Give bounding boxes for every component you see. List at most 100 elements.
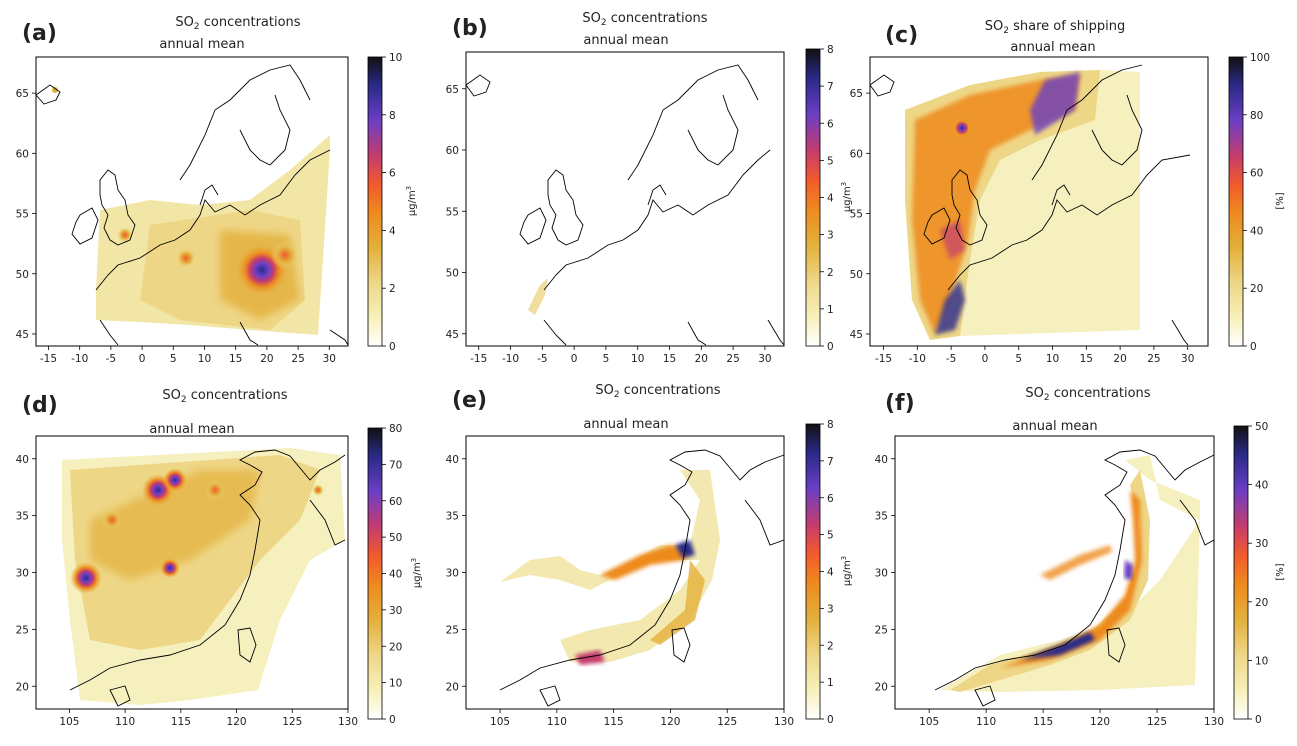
x-tick-label: -5 [537,353,547,365]
colorbar-tick-label: 30 [1255,538,1268,550]
colorbar-tick-label: 80 [1250,110,1263,122]
x-tick-label: 25 [1147,353,1160,365]
x-tick-label: 130 [774,716,794,728]
x-tick-label: -10 [502,353,519,365]
x-tick-label: -15 [875,353,892,365]
y-tick-label: 40 [446,454,459,466]
colorbar-tick-label: 2 [827,267,834,279]
panel-title: SO2 concentrations [1025,386,1150,403]
panel-title: SO2 concentrations [582,11,707,28]
x-tick-label: 15 [229,353,242,365]
map-field [940,455,1200,692]
x-tick-label: 30 [323,353,336,365]
colorbar-tick-label: 5 [827,530,834,542]
colorbar-tick-label: 6 [389,168,396,180]
colorbar-label: µg/m3 [840,182,853,212]
axes-frame [35,56,349,347]
x-tick-label: 125 [282,716,302,728]
colorbar-label: [%] [1275,563,1286,580]
colorbar-tick-label: 70 [389,459,402,471]
colorbar-tick-label: 20 [1250,283,1263,295]
x-tick-label: 5 [1015,353,1022,365]
x-tick-label: 115 [1033,716,1053,728]
x-tick-label: 20 [695,353,708,365]
x-tick-label: 15 [1080,353,1093,365]
x-tick-label: -5 [106,353,116,365]
y-tick-label: 40 [16,454,29,466]
y-tick-label: 65 [446,84,459,96]
y-tick-label: 20 [16,681,29,693]
coastline [499,449,785,707]
colorbar-tick-label: 1 [827,677,834,689]
colorbar: [%] 0 20 40 60 80 100 [1228,52,1286,353]
x-tick-label: 10 [631,353,644,365]
y-tick-label: 65 [850,88,863,100]
y-tick-label: 30 [446,568,459,580]
panel-b: (b) SO2 concentrations annual mean -15 -1… [446,11,853,365]
panel-e: (e) SO2 concentrations annual mean 105 11… [446,383,853,728]
panel-subtitle: annual mean [159,37,244,52]
x-tick-label: 25 [726,353,739,365]
y-tick-label: 40 [875,454,888,466]
colorbar-tick-label: 10 [389,52,402,64]
colorbar-tick-label: 1 [827,304,834,316]
x-tick-label: 115 [604,716,624,728]
x-tick-label: 110 [115,716,135,728]
y-tick-label: 45 [16,329,29,341]
y-axis-ticks: 45 50 55 60 65 [446,84,466,341]
colorbar-tick-label: 3 [827,603,834,615]
colorbar-label: µg/m3 [405,186,418,216]
x-axis-ticks: 105 110 115 120 125 130 [919,709,1224,728]
x-axis-ticks: -15 -10 -5 0 5 10 15 20 25 30 [470,346,772,365]
x-tick-label: 15 [663,353,676,365]
y-tick-label: 50 [850,269,863,281]
x-tick-label: 20 [1113,353,1126,365]
y-tick-label: 65 [16,88,29,100]
x-tick-label: 10 [1046,353,1059,365]
colorbar-tick-label: 2 [827,640,834,652]
colorbar: µg/m3 0 10 20 30 40 50 60 70 80 [367,423,423,726]
colorbar-tick-label: 8 [827,419,834,431]
x-tick-label: 30 [1181,353,1194,365]
x-tick-label: 120 [660,716,680,728]
colorbar-label: µg/m3 [840,556,853,586]
x-tick-label: 0 [571,353,578,365]
colorbar-tick-label: 7 [827,81,834,93]
panel-f: (f) SO2 concentrations annual mean 105 11… [875,386,1286,728]
x-axis-ticks: -15 -10 -5 0 5 10 15 20 25 30 [40,346,336,365]
colorbar-tick-label: 0 [1255,714,1262,726]
colorbar-tick-label: 40 [1250,225,1263,237]
panel-a: (a) SO2 concentrations annual mean -1 [16,15,418,365]
x-tick-label: 125 [717,716,737,728]
panel-subtitle: annual mean [1012,419,1097,434]
x-tick-label: 105 [59,716,79,728]
y-tick-label: 20 [446,681,459,693]
y-tick-label: 55 [850,209,863,221]
map-field [500,470,720,665]
panel-title: SO2 concentrations [162,388,287,405]
colorbar-label: [%] [1275,192,1286,209]
y-tick-label: 60 [16,148,29,160]
colorbar: µg/m3 0 1 2 3 4 5 6 7 8 [805,419,853,726]
axes-frame [869,56,1209,347]
y-axis-ticks: 45 50 55 60 65 [16,88,36,341]
x-tick-label: 120 [227,716,247,728]
colorbar-tick-label: 0 [389,714,396,726]
colorbar-tick-label: 3 [827,230,834,242]
colorbar-tick-label: 40 [1255,480,1268,492]
y-tick-label: 45 [850,329,863,341]
panel-subtitle: annual mean [583,33,668,48]
panel-label: (a) [22,21,57,46]
y-axis-ticks: 45 50 55 60 65 [850,88,870,341]
x-tick-label: 120 [1090,716,1110,728]
x-tick-label: 105 [490,716,510,728]
colorbar-tick-label: 60 [389,496,402,508]
colorbar-tick-label: 80 [389,423,402,435]
panel-label: (d) [22,393,58,418]
colorbar-tick-label: 4 [827,193,834,205]
coastline [465,64,785,346]
x-tick-label: 0 [982,353,989,365]
panel-title: SO2 concentrations [175,15,300,32]
colorbar-tick-label: 5 [827,155,834,167]
